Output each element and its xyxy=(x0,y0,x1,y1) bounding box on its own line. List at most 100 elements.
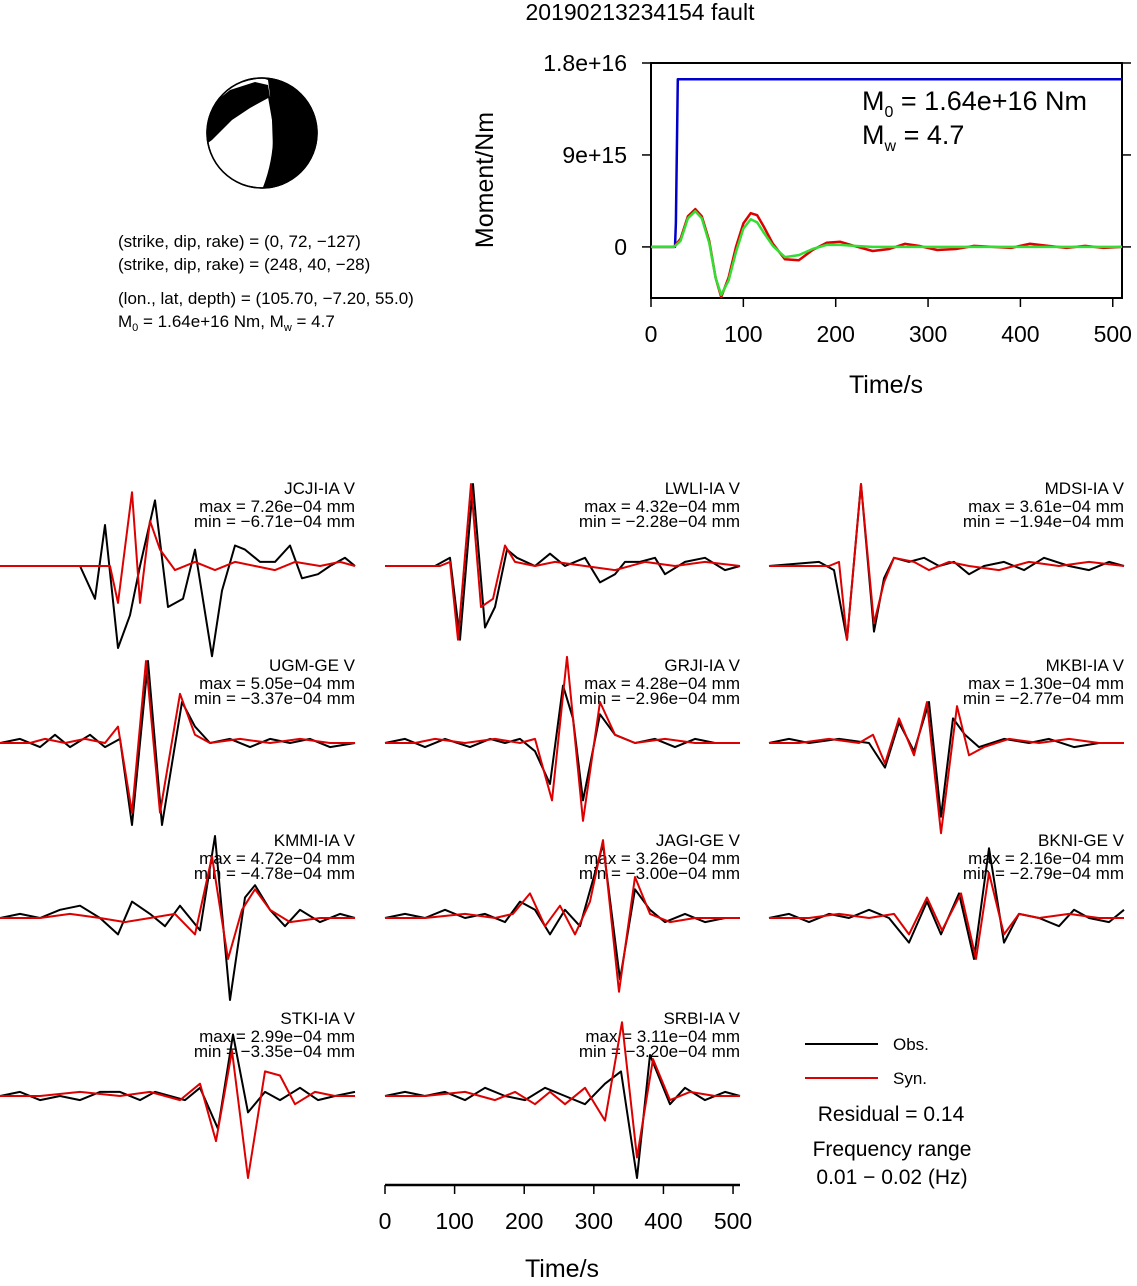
moment-chart: 0 100 200 300 400 500 0 9e+15 1.8e+16 Time/s Momen… xyxy=(471,50,1132,399)
observed-trace xyxy=(0,499,356,658)
observed-trace xyxy=(768,701,1124,818)
station-name: JAGI-GE V xyxy=(656,831,741,850)
observed-trace xyxy=(384,843,740,981)
station-max: max = 1.30e−04 mm xyxy=(968,674,1124,693)
station-name: STKI-IA V xyxy=(280,1009,355,1028)
x-axis-label: Time/s xyxy=(525,1255,599,1281)
station-max: max = 4.72e−04 mm xyxy=(199,849,355,868)
station-min: min = −3.20e−04 mm xyxy=(579,1042,740,1061)
synthetic-trace xyxy=(0,1049,355,1179)
station-name: JCJI-IA V xyxy=(284,479,356,498)
moment-sub: 0 xyxy=(885,104,894,121)
synthetic-trace xyxy=(385,1021,740,1159)
legend-obs-label: Obs. xyxy=(893,1035,929,1054)
magnitude-prefix: M xyxy=(862,120,885,150)
station-max: max = 7.26e−04 mm xyxy=(199,497,355,516)
station-max: max = 3.26e−04 mm xyxy=(584,849,740,868)
info-line-2: (strike, dip, rake) = (248, 40, −28) xyxy=(118,255,370,274)
station-min: min = −1.94e−04 mm xyxy=(963,512,1124,531)
x-tick-label: 0 xyxy=(379,1208,392,1234)
station-min: min = −2.96e−04 mm xyxy=(579,689,740,708)
station-name: MKBI-IA V xyxy=(1046,656,1125,675)
x-tick-label: 100 xyxy=(724,321,762,347)
x-tick-label: 400 xyxy=(644,1208,682,1234)
station-name: GRJI-IA V xyxy=(664,656,740,675)
legend-syn-label: Syn. xyxy=(893,1069,927,1088)
station-max: max = 2.16e−04 mm xyxy=(968,849,1124,868)
x-tick-label: 200 xyxy=(505,1208,543,1234)
series-line xyxy=(651,207,1123,299)
station-name: BKNI-GE V xyxy=(1038,831,1125,850)
station-min: min = −2.77e−04 mm xyxy=(963,689,1124,708)
mechanism-info: (strike, dip, rake) = (0, 72, −127) (str… xyxy=(118,232,414,334)
synthetic-trace xyxy=(0,491,356,604)
figure-title: 20190213234154 fault xyxy=(526,0,756,25)
magnitude-text: = 4.7 xyxy=(896,120,964,150)
y-tick-label: 1.8e+16 xyxy=(543,50,627,76)
magnitude-sub: w xyxy=(884,138,897,155)
station-max: max = 2.99e−04 mm xyxy=(199,1027,355,1046)
station-min: min = −2.28e−04 mm xyxy=(579,512,740,531)
observed-trace xyxy=(384,1054,741,1179)
x-tick-label: 200 xyxy=(817,321,855,347)
station-min: min = −4.78e−04 mm xyxy=(194,864,355,883)
station-min: min = −6.71e−04 mm xyxy=(194,512,355,531)
x-tick-label: 0 xyxy=(645,321,658,347)
moment-annotation: M0 = 1.64e+16 Nm xyxy=(862,86,1087,121)
plot-frame xyxy=(650,62,1123,299)
station-name: SRBI-IA V xyxy=(663,1009,740,1028)
synthetic-trace xyxy=(0,855,355,960)
info-line-1: (strike, dip, rake) = (0, 72, −127) xyxy=(118,232,361,251)
legend: Obs. Syn. xyxy=(805,1035,929,1088)
x-tick-label: 100 xyxy=(435,1208,473,1234)
beachball-icon xyxy=(206,77,318,189)
station-max: max = 5.05e−04 mm xyxy=(199,674,355,693)
x-axis-label: Time/s xyxy=(849,371,923,399)
info-line-3: (lon., lat, depth) = (105.70, −7.20, 55.… xyxy=(118,289,414,308)
synthetic-trace xyxy=(0,660,355,814)
station-max: max = 4.32e−04 mm xyxy=(584,497,740,516)
station-min: min = −3.37e−04 mm xyxy=(194,689,355,708)
y-axis-label: Moment/Nm xyxy=(471,112,499,248)
synthetic-trace xyxy=(385,839,740,993)
observed-trace xyxy=(0,835,356,1001)
info-line-4: M0 = 1.64e+16 Nm, Mw = 4.7 xyxy=(118,312,335,334)
waveform-time-axis: 0 100 200 300 400 500 Time/s xyxy=(379,1183,752,1283)
station-min: min = −2.79e−04 mm xyxy=(963,864,1124,883)
synthetic-trace xyxy=(769,483,1125,641)
station-min: min = −3.00e−04 mm xyxy=(579,864,740,883)
observed-trace xyxy=(385,483,741,641)
x-tick-label: 500 xyxy=(1094,321,1132,347)
synthetic-trace xyxy=(769,701,1124,835)
x-tick-label: 400 xyxy=(1001,321,1039,347)
synthetic-trace xyxy=(769,871,1124,960)
residual-text: Residual = 0.14 xyxy=(818,1103,965,1126)
y-tick-label: 0 xyxy=(614,234,627,260)
station-max: max = 3.61e−04 mm xyxy=(968,497,1124,516)
station-name: LWLI-IA V xyxy=(665,479,741,498)
synthetic-trace xyxy=(385,655,740,822)
station-name: MDSI-IA V xyxy=(1045,479,1125,498)
x-tick-label: 500 xyxy=(714,1208,752,1234)
station-min: min = −3.35e−04 mm xyxy=(194,1042,355,1061)
moment-prefix: M xyxy=(862,86,885,116)
x-tick-label: 300 xyxy=(909,321,947,347)
station-name: KMMI-IA V xyxy=(274,831,356,850)
station-name: UGM-GE V xyxy=(269,656,356,675)
observed-trace xyxy=(0,1033,356,1130)
x-tick-label: 300 xyxy=(575,1208,613,1234)
frequency-range: 0.01 − 0.02 (Hz) xyxy=(816,1166,967,1189)
